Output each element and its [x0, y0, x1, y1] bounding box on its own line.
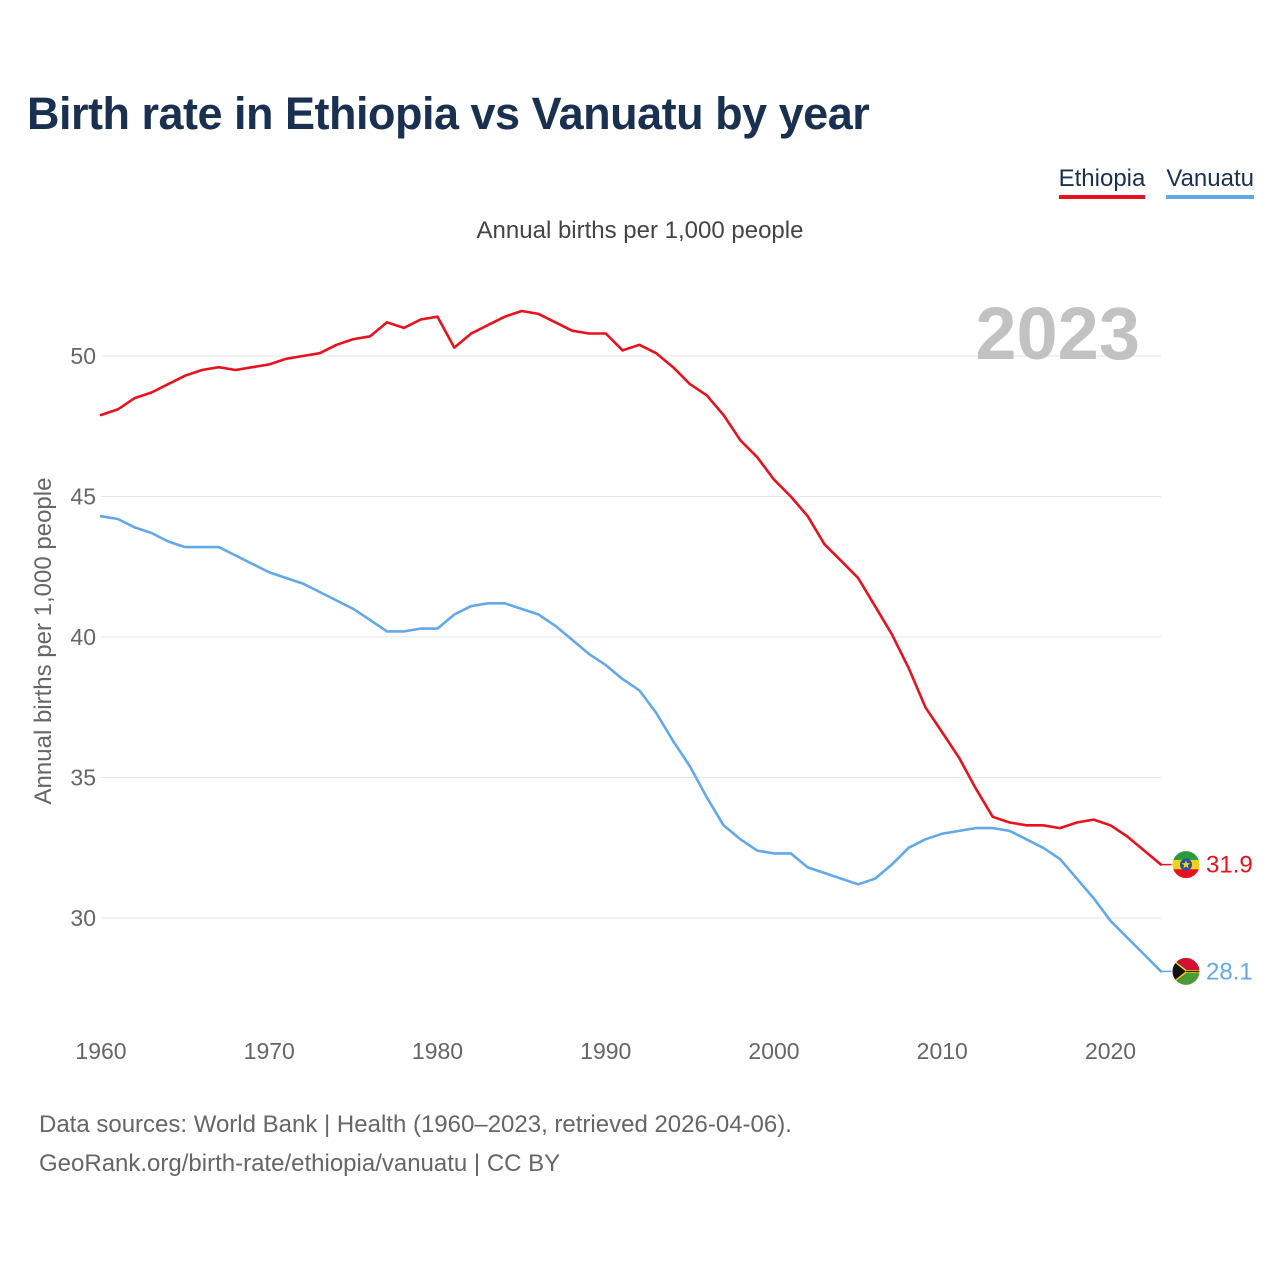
y-tick-label: 45 — [70, 484, 96, 510]
end-value-label-ethiopia: 31.9 — [1206, 852, 1253, 879]
y-axis-label: Annual births per 1,000 people — [30, 478, 57, 805]
x-tick-label: 1980 — [412, 1038, 463, 1064]
x-tick-label: 2010 — [917, 1038, 968, 1064]
x-tick-label: 2020 — [1085, 1038, 1136, 1064]
x-tick-label: 1960 — [75, 1038, 126, 1064]
y-tick-label: 40 — [70, 624, 96, 650]
gridlines — [101, 355, 1161, 919]
ethiopia-flag-icon — [1172, 850, 1200, 879]
series-line-vanuatu[interactable] — [99, 514, 1163, 973]
x-tick-label: 2000 — [748, 1038, 799, 1064]
footer-source: Data sources: World Bank | Health (1960–… — [39, 1111, 792, 1138]
y-tick-label: 30 — [70, 905, 96, 931]
end-markers: 31.9 28.1 — [1161, 850, 1253, 986]
end-value-label-vanuatu: 28.1 — [1206, 958, 1253, 985]
series-lines — [99, 309, 1163, 973]
vanuatu-flag-icon — [1172, 957, 1200, 986]
y-axis-ticks: 30 35 40 45 50 — [70, 343, 96, 931]
y-tick-label: 50 — [70, 343, 96, 369]
x-axis-ticks: 1960 1970 1980 1990 2000 2010 2020 — [75, 1038, 1136, 1064]
chart-subtitle: Annual births per 1,000 people — [476, 217, 804, 244]
footer: Data sources: World Bank | Health (1960–… — [39, 1105, 792, 1183]
x-tick-label: 1970 — [244, 1038, 295, 1064]
y-tick-label: 35 — [70, 765, 96, 791]
footer-link[interactable]: GeoRank.org/birth-rate/ethiopia/vanuatu … — [39, 1150, 561, 1177]
legend: Ethiopia Vanuatu — [1058, 166, 1254, 199]
legend-item-vanuatu[interactable]: Vanuatu — [1166, 166, 1254, 199]
series-line-ethiopia[interactable] — [99, 309, 1163, 866]
year-watermark: 2023 — [975, 292, 1140, 375]
chart-title: Birth rate in Ethiopia vs Vanuatu by yea… — [27, 88, 870, 139]
legend-item-ethiopia[interactable]: Ethiopia — [1058, 166, 1146, 199]
x-tick-label: 1990 — [580, 1038, 631, 1064]
